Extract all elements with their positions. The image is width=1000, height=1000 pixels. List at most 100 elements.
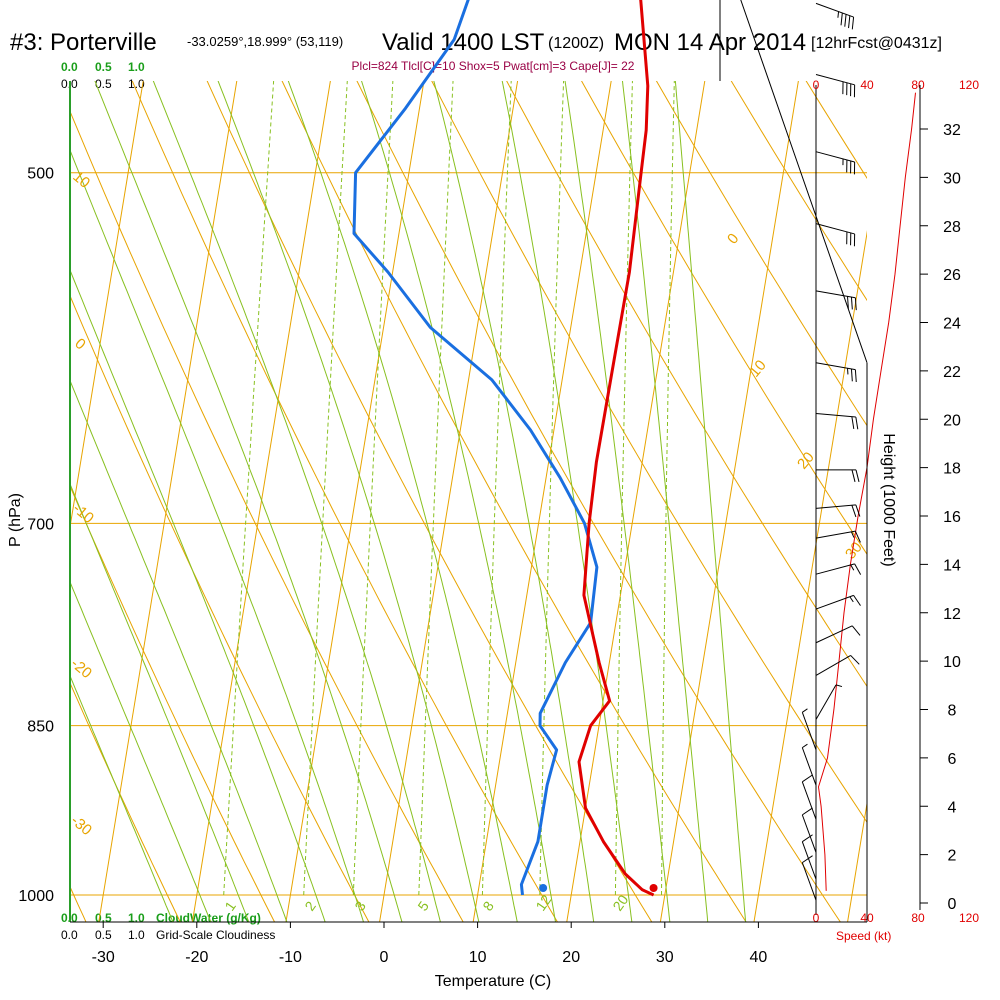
barb-full [851,505,857,518]
speed-tick-bottom-120: 120 [959,911,979,925]
cloudwater-scale-05: 0.5 [95,60,112,74]
title-valid: Valid 1400 LST [382,29,545,56]
wind-barb [801,807,817,853]
speed-axis-title: Speed (kt) [836,929,891,943]
moist-adiabat [152,81,441,922]
thermo-background [0,0,1000,956]
isotherm-label: 0 [724,230,742,247]
wind-barb [815,2,855,30]
height-tick-2: 2 [948,848,957,865]
moist-adiabat [287,81,518,922]
height-tick-22: 22 [943,364,961,381]
mixing-ratio-line [481,81,512,896]
title-forecast: [12hrFcst@0431z] [811,35,942,52]
x-tick-30: 30 [656,949,674,966]
title-station: #3: Porterville [10,29,157,56]
barb-shaft [815,563,855,575]
dry-adiabat [935,0,1000,956]
dewpoint-profile [352,0,599,896]
wind-barb [815,654,860,676]
barb-full [855,504,861,517]
barb-shaft [815,362,856,371]
moist-adiabat [70,482,250,922]
pressure-tick-700: 700 [27,516,54,533]
wind-barb [815,151,856,175]
cloudwater-bottom-1: 1.0 [128,911,145,925]
x-tick-20: 20 [562,949,580,966]
mixing-ratio-label: 2 [301,898,319,914]
barb-shaft [801,814,817,853]
barb-full [851,469,856,483]
barb-shaft [801,712,817,751]
wind-barb [815,684,843,720]
speed-tick-bottom-80: 80 [911,911,925,925]
wind-barb [815,223,856,247]
wind-barb [801,855,817,901]
height-tick-30: 30 [943,170,961,187]
barb-full [851,625,861,636]
height-tick-10: 10 [943,654,961,671]
barb-shaft [801,862,817,901]
barb-shaft [815,290,856,299]
wind-barb [815,594,861,610]
temperature-profile [577,0,655,897]
isotherm-line [472,81,612,922]
barb-shaft [815,223,855,235]
cloudiness-label: Grid-Scale Cloudiness [156,928,275,942]
speed-tick-top-40: 40 [860,78,874,92]
barb-full [802,807,813,816]
pressure-tick-1000: 1000 [18,888,54,905]
x-tick-40: 40 [750,949,768,966]
barb-full [855,416,859,430]
speed-tick-bottom-0: 0 [813,911,820,925]
barb-half [802,743,808,749]
barb-shaft [815,413,856,418]
dry-adiabat [70,294,370,922]
barb-shaft [815,625,853,644]
dry-adiabat [356,81,841,922]
barb-shaft [815,504,856,509]
mixing-ratio-line [418,81,454,896]
wind-barb [815,362,857,383]
mixing-ratio-label: 8 [479,898,497,914]
barb-full [848,15,851,29]
cloudiness-bottom-05: 0.5 [95,928,112,942]
isotherm-line [379,81,519,922]
pressure-tick-850: 850 [27,719,54,736]
dry-adiabat [70,681,181,922]
surface-dewpoint [539,884,548,892]
mixing-ratio-line [539,81,565,896]
mixing-ratio-label: 5 [414,898,432,914]
dry-adiabat [0,0,6,956]
pressure-tick-500: 500 [27,166,54,183]
wind-barb [815,563,862,575]
moist-adiabat [621,81,709,922]
wind-barb [815,413,859,430]
barb-full [854,369,857,383]
mixing-ratio-line [614,81,633,896]
isotherm-line [753,230,867,922]
height-tick-26: 26 [943,267,961,284]
isotherm-line [98,81,238,922]
barb-full [844,14,847,27]
x-tick-0: 0 [380,949,389,966]
moist-adiabat [433,81,595,922]
height-tick-8: 8 [948,703,957,720]
x-tick-10: 10 [469,949,487,966]
wind-barb [815,504,861,518]
cloudwater-scale-top: 0.0 0.5 1.0 [61,60,145,74]
wind-barb [815,290,857,311]
cloudiness-bottom-0: 0.0 [61,928,78,942]
title-coords: -33.0259°,18.999° (53,119) [187,34,343,49]
isotherm-line [285,81,425,922]
dry-adiabat-label: -20 [67,655,95,682]
barb-shaft [815,73,855,86]
barb-half [850,531,855,538]
y-axis-title: P (hPa) [7,493,24,547]
mixing-ratio-line [303,81,348,896]
x-tick--20: -20 [185,949,208,966]
barb-half [835,684,843,688]
barb-half [802,708,808,713]
